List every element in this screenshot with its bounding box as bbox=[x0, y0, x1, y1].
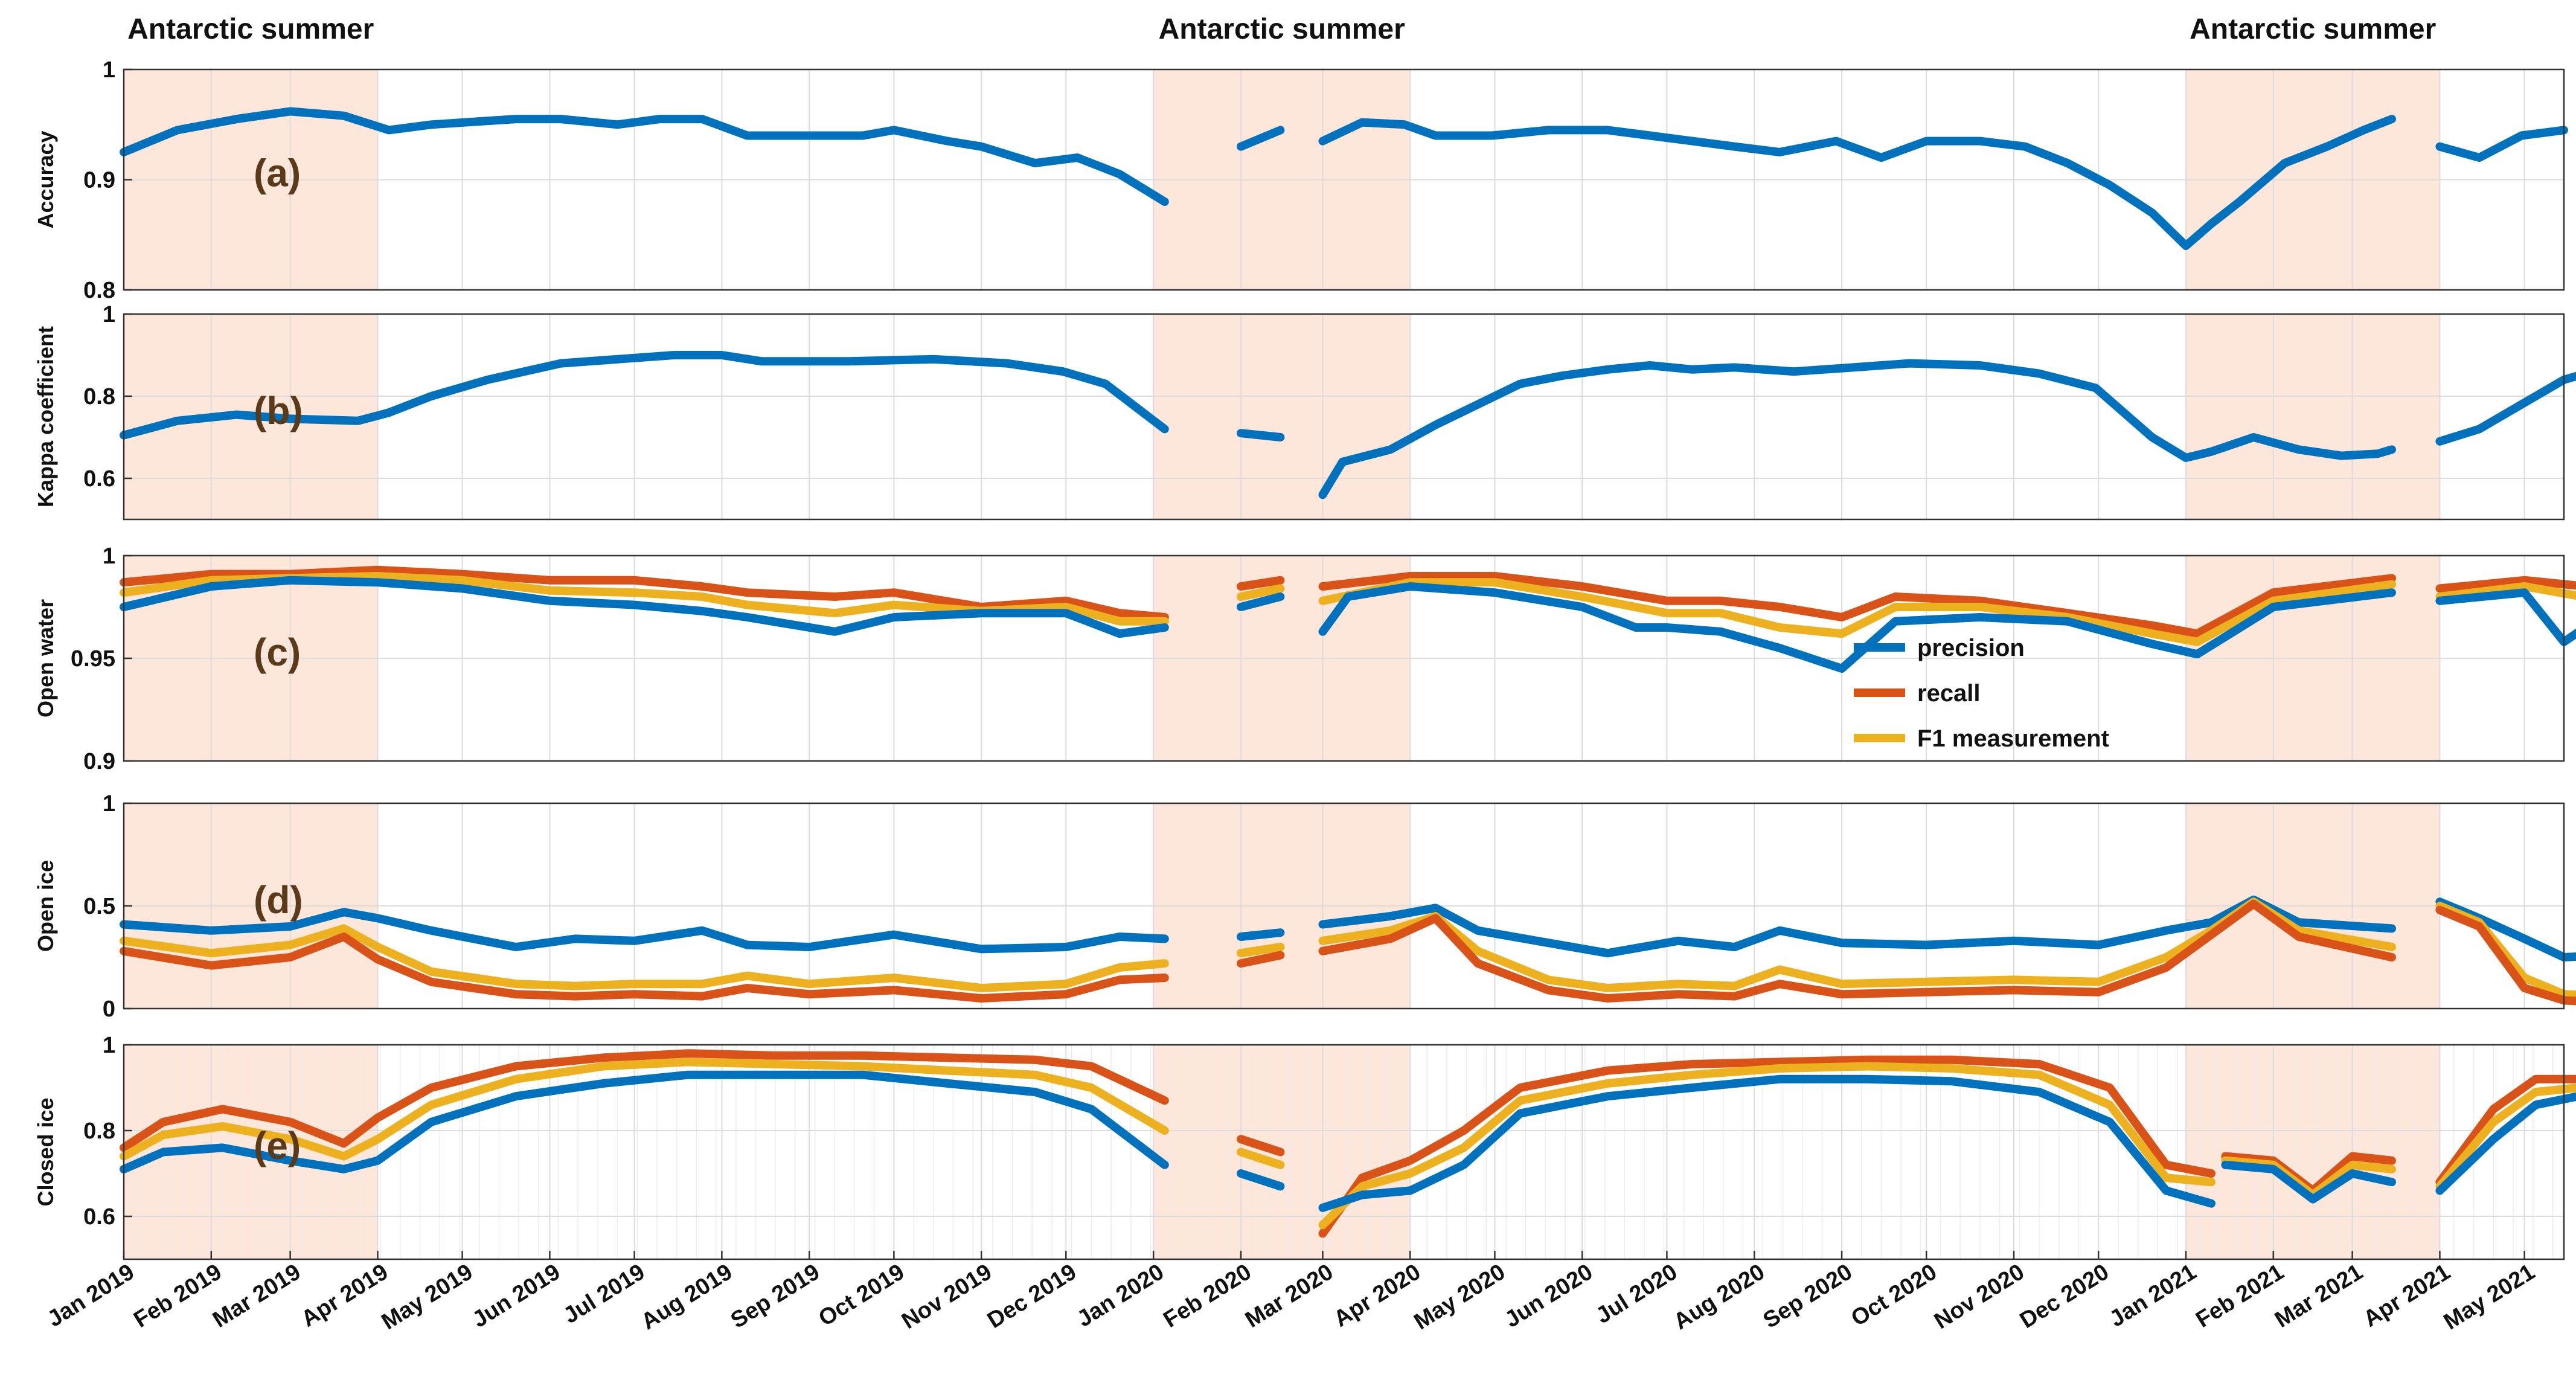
ytick-label-5-2: 1 bbox=[103, 1033, 115, 1058]
ylabel-2: Kappa coefficient bbox=[33, 326, 58, 507]
series-precision-panel-5-seg-3 bbox=[1318, 1074, 2216, 1212]
ytick-label-2-2: 1 bbox=[103, 302, 115, 327]
series-precision-panel-5-seg-1 bbox=[120, 1070, 1169, 1173]
series-lines bbox=[120, 107, 2576, 1238]
series-recall-panel-4-seg-4 bbox=[2435, 905, 2576, 1006]
series-precision-panel-5-seg-4 bbox=[2221, 1160, 2396, 1204]
series-precision-panel-1-seg-3 bbox=[1318, 115, 2396, 250]
panel-frame-5 bbox=[123, 1044, 2565, 1260]
series-f1-panel-5-seg-1 bbox=[120, 1058, 1169, 1161]
series-precision-panel-3-seg-1 bbox=[120, 576, 1169, 638]
ytick-label-5-0: 0.6 bbox=[83, 1204, 115, 1230]
series-precision-panel-1-seg-4 bbox=[2435, 126, 2568, 162]
ylabel-1: Accuracy bbox=[33, 130, 58, 228]
series-precision-panel-2-seg-2 bbox=[1237, 429, 1285, 441]
ytick-label-2-1: 0.8 bbox=[83, 384, 115, 409]
series-precision-panel-3-seg-4 bbox=[2435, 588, 2576, 646]
ylabel-5: Closed ice bbox=[33, 1097, 58, 1206]
series-precision-panel-4-seg-3 bbox=[1318, 895, 2396, 958]
panel-tag-5: (e) bbox=[254, 1124, 301, 1167]
panel-tag-2: (b) bbox=[254, 389, 303, 432]
ytick-label-4-0: 0 bbox=[103, 997, 115, 1022]
ytick-label-1-1: 0.9 bbox=[83, 168, 115, 193]
series-precision-panel-3-seg-2 bbox=[1237, 592, 1285, 611]
summer-title-3: Antarctic summer bbox=[2190, 13, 2436, 45]
series-f1-panel-5-seg-5 bbox=[2435, 1083, 2576, 1191]
series-precision-panel-1-seg-2 bbox=[1237, 126, 1285, 151]
series-recall-panel-5-seg-2 bbox=[1237, 1135, 1285, 1157]
series-f1-panel-4-seg-2 bbox=[1237, 943, 1285, 958]
series-recall-panel-3-seg-3 bbox=[1318, 572, 2396, 638]
summer-band-2-2 bbox=[1153, 314, 1411, 519]
series-precision-panel-2-seg-3 bbox=[1318, 359, 2396, 499]
series-recall-panel-5-seg-1 bbox=[120, 1049, 1169, 1152]
series-recall-panel-5-seg-5 bbox=[2435, 1074, 2576, 1187]
ytick-label-5-1: 0.8 bbox=[83, 1119, 115, 1144]
series-recall-panel-3-seg-4 bbox=[2435, 576, 2576, 593]
series-recall-panel-4-seg-1 bbox=[120, 932, 1169, 1003]
summer-title-2: Antarctic summer bbox=[1159, 13, 1405, 45]
series-f1-panel-3-seg-3 bbox=[1318, 578, 2396, 646]
ytick-label-1-0: 0.8 bbox=[83, 278, 115, 303]
panel-tag-4: (d) bbox=[254, 878, 303, 922]
ylabel-3: Open water bbox=[33, 599, 58, 717]
series-f1-panel-3-seg-4 bbox=[2435, 582, 2576, 601]
series-precision-panel-4-seg-1 bbox=[120, 908, 1169, 954]
ytick-label-1-2: 1 bbox=[103, 57, 115, 83]
series-precision-panel-5-seg-5 bbox=[2435, 1092, 2576, 1195]
legend-label-recall: recall bbox=[1917, 680, 1981, 707]
ytick-label-2-0: 0.6 bbox=[83, 466, 115, 492]
series-precision-panel-4-seg-2 bbox=[1237, 928, 1285, 941]
legend-label-f1: F1 measurement bbox=[1917, 725, 2109, 752]
summer-band-2-3 bbox=[2185, 314, 2440, 519]
series-f1-panel-4-seg-1 bbox=[120, 924, 1169, 992]
ylabel-4: Open ice bbox=[33, 860, 58, 952]
series-recall-panel-4-seg-2 bbox=[1237, 951, 1285, 968]
panel-tag-3: (c) bbox=[254, 631, 301, 674]
series-f1-panel-3-seg-2 bbox=[1237, 584, 1285, 601]
summer-title-1: Antarctic summer bbox=[127, 13, 374, 45]
series-f1-panel-5-seg-2 bbox=[1237, 1148, 1285, 1169]
ytick-label-3-2: 1 bbox=[103, 544, 115, 569]
panel-tag-1: (a) bbox=[254, 152, 301, 195]
ytick-label-3-0: 0.9 bbox=[83, 749, 115, 774]
ytick-label-4-1: 0.5 bbox=[83, 894, 115, 919]
series-precision-panel-1-seg-1 bbox=[120, 107, 1169, 206]
series-precision-panel-5-seg-2 bbox=[1237, 1169, 1285, 1191]
panel-frames bbox=[123, 68, 2565, 1260]
series-precision-panel-2-seg-4 bbox=[2435, 371, 2576, 446]
series-precision-panel-3-seg-3 bbox=[1318, 582, 2396, 673]
ytick-label-4-2: 1 bbox=[103, 791, 115, 817]
series-recall-panel-4-seg-3 bbox=[1318, 899, 2396, 1003]
ytick-label-3-1: 0.95 bbox=[71, 646, 115, 672]
series-recall-panel-3-seg-1 bbox=[120, 565, 1169, 621]
series-f1-panel-5-seg-3 bbox=[1318, 1062, 2216, 1230]
series-precision-panel-2-seg-1 bbox=[120, 351, 1169, 440]
series-recall-panel-3-seg-2 bbox=[1237, 576, 1285, 591]
summer-band-5-3 bbox=[2185, 1045, 2440, 1259]
series-recall-panel-5-seg-3 bbox=[1318, 1055, 2216, 1238]
legend-label-precision: precision bbox=[1917, 635, 2025, 661]
panel-frame-2 bbox=[123, 313, 2565, 521]
